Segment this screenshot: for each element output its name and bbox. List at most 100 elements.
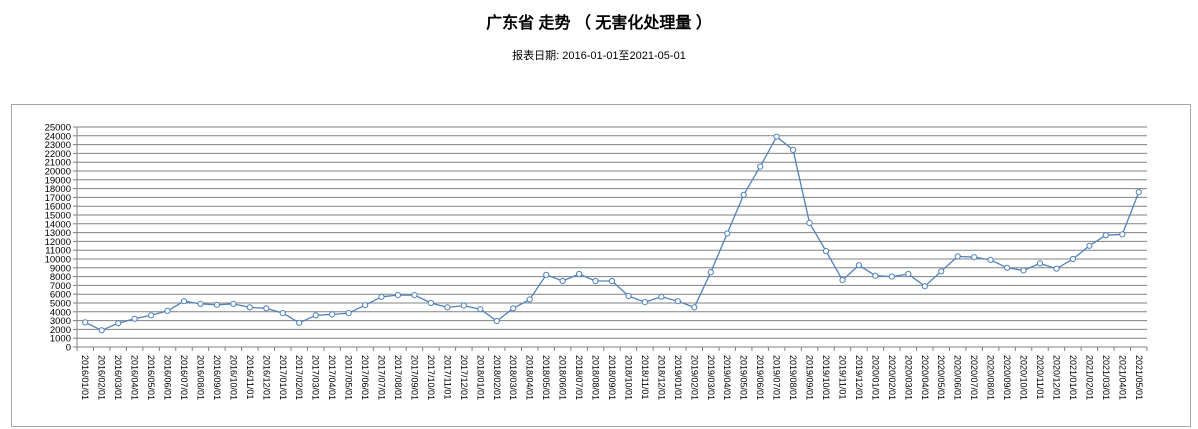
y-axis-tick-label: 20000: [45, 167, 71, 178]
data-point-marker: [263, 305, 270, 312]
x-axis-tick-label: 2016/12/01: [261, 355, 271, 400]
x-axis-tick-label: 2018/03/01: [508, 355, 518, 400]
y-axis-tick-label: 11000: [45, 246, 71, 257]
x-axis-tick-label: 2018/07/01: [574, 355, 584, 400]
data-point-marker: [164, 307, 171, 314]
data-point-marker: [1004, 264, 1011, 271]
data-point-marker: [543, 271, 550, 278]
data-point-marker: [82, 319, 89, 326]
data-point-marker: [477, 306, 484, 313]
x-axis-tick-label: 2020/09/01: [1002, 355, 1012, 400]
x-axis-tick-label: 2020/10/01: [1019, 355, 1029, 400]
x-axis-tick-label: 2017/08/01: [393, 355, 403, 400]
y-axis-tick-label: 17000: [45, 193, 71, 204]
x-axis-tick-label: 2019/07/01: [772, 355, 782, 400]
data-point-marker: [592, 277, 599, 285]
x-axis-tick-label: 2018/09/01: [607, 355, 617, 400]
data-point-marker: [148, 312, 155, 319]
x-axis-tick-label: 2019/08/01: [788, 355, 798, 400]
x-axis-tick-label: 2019/05/01: [739, 355, 749, 400]
data-point-marker: [1119, 231, 1126, 238]
data-point-marker: [526, 296, 533, 303]
x-axis-tick-label: 2018/02/01: [492, 355, 502, 400]
y-axis-tick-label: 3000: [50, 316, 71, 327]
y-axis-tick-label: 15000: [45, 211, 71, 222]
x-axis-tick-label: 2019/02/01: [689, 355, 699, 400]
x-axis-tick-label: 2017/06/01: [360, 355, 370, 400]
data-point-marker: [658, 293, 665, 300]
data-point-marker: [691, 304, 698, 311]
x-axis-tick-label: 2017/11/01: [442, 355, 452, 399]
data-point-marker: [757, 163, 764, 170]
x-axis-tick-label: 2020/05/01: [936, 355, 946, 400]
data-point-marker: [131, 315, 138, 322]
y-axis-tick-label: 4000: [50, 307, 71, 318]
x-axis-tick-label: 2021/02/01: [1084, 355, 1094, 400]
data-point-marker: [1135, 189, 1142, 196]
x-axis-tick-label: 2021/01/01: [1068, 355, 1078, 400]
x-axis-tick-label: 2020/11/01: [1035, 355, 1045, 399]
chart-area: 0 1000 2000 3000 4000 5000 6000 7000 8000 9000 100…: [11, 104, 1191, 427]
x-axis-tick-label: 2017/09/01: [409, 355, 419, 400]
data-point-marker: [971, 254, 978, 261]
y-axis-tick-label: 24000: [45, 131, 71, 142]
data-point-marker: [115, 320, 122, 327]
data-point-marker: [345, 310, 352, 317]
x-axis-tick-label: 2021/05/01: [1134, 355, 1144, 400]
y-axis-tick-label: 16000: [45, 202, 71, 213]
data-point-marker: [427, 299, 434, 307]
report-date-subtitle: 报表日期: 2016-01-01至2021-05-01: [512, 50, 686, 62]
y-axis-tick-label: 9000: [50, 263, 71, 274]
y-axis-tick-label: 23000: [45, 140, 71, 151]
x-axis-tick-label: 2019/04/01: [722, 355, 732, 400]
x-axis-tick-label: 2020/03/01: [903, 355, 913, 400]
data-point-marker: [790, 146, 797, 154]
x-axis-tick-label: 2016/09/01: [212, 355, 222, 400]
x-axis-tick-label: 2019/03/01: [706, 355, 716, 400]
x-axis-tick-label: 2016/08/01: [195, 355, 205, 400]
data-point-marker: [905, 270, 912, 278]
x-axis-tick-label: 2016/10/01: [228, 355, 238, 400]
data-point-marker: [1053, 265, 1060, 272]
y-axis-tick-label: 5000: [50, 299, 71, 310]
x-axis-tick-label: 2017/01/01: [278, 355, 288, 400]
x-axis-tick-label: 2018/11/01: [640, 355, 650, 399]
data-point-marker: [246, 304, 253, 311]
y-axis-tick-label: 7000: [50, 281, 71, 292]
data-point-marker: [1069, 255, 1077, 263]
y-axis-tick-label: 25000: [45, 123, 71, 134]
data-point-marker: [444, 304, 451, 311]
data-point-marker: [1086, 242, 1093, 249]
data-point-marker: [493, 317, 500, 325]
data-point-marker: [740, 191, 747, 198]
data-point-marker: [608, 277, 616, 285]
y-axis-tick-label: 21000: [45, 158, 71, 169]
y-axis-tick-label: 12000: [45, 237, 71, 248]
x-axis-tick-label: 2019/11/01: [837, 355, 847, 399]
y-axis-tick-label: 10000: [45, 255, 71, 266]
x-axis-tick-label: 2019/10/01: [821, 355, 831, 400]
data-point-marker: [938, 268, 945, 275]
x-axis-tick-label: 2019/06/01: [755, 355, 765, 400]
x-axis-tick-label: 2019/12/01: [854, 355, 864, 400]
chart-title: 广东省 走势 （ 无害化处理量 ）: [486, 15, 712, 32]
x-axis-tick-label: 2018/04/01: [525, 355, 535, 400]
x-axis-tick-label: 2020/04/01: [920, 355, 930, 400]
x-axis-tick-label: 2018/06/01: [558, 355, 568, 400]
x-axis-tick-label: 2020/12/01: [1051, 355, 1061, 400]
data-point-marker: [312, 312, 319, 319]
x-axis-tick-label: 2016/07/01: [179, 355, 189, 400]
y-axis-tick-label: 2000: [50, 325, 71, 336]
x-axis-tick-label: 2016/06/01: [163, 355, 173, 400]
x-axis-tick-label: 2016/01/01: [80, 355, 90, 400]
trend-line-chart: 0100020003000400050006000700080009000100…: [45, 123, 1148, 400]
x-axis-tick-label: 2020/02/01: [887, 355, 897, 400]
data-point-marker: [625, 292, 632, 300]
x-axis-tick-label: 2018/05/01: [541, 355, 551, 400]
data-point-marker: [806, 219, 813, 227]
x-axis-tick-label: 2016/05/01: [146, 355, 156, 400]
x-axis-tick-label: 2017/04/01: [327, 355, 337, 400]
data-point-marker: [674, 298, 681, 305]
x-axis-tick-label: 2016/03/01: [113, 355, 123, 400]
